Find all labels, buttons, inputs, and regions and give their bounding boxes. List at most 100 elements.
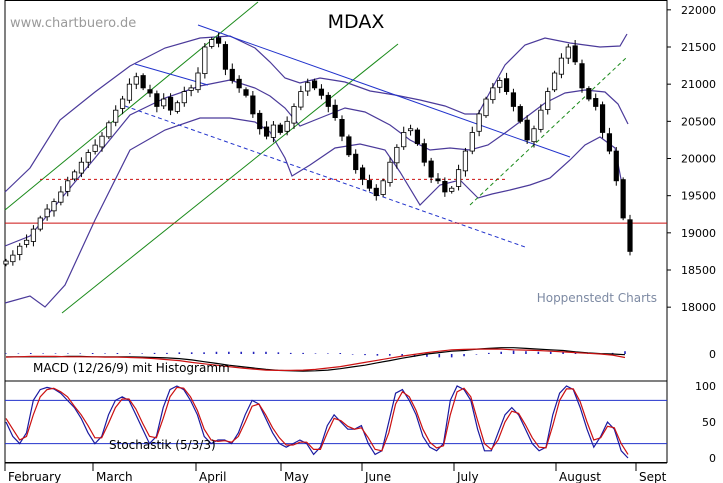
candle-body <box>359 167 366 180</box>
candle-body <box>17 245 23 255</box>
price-tick-label: 18000 <box>681 301 716 314</box>
candle-body <box>593 98 599 107</box>
candle-body <box>531 128 537 143</box>
candle-body <box>30 228 37 242</box>
month-label: August <box>559 470 601 483</box>
candle-body <box>188 87 194 91</box>
candle-body <box>140 75 146 89</box>
price-tick-label: 21000 <box>681 78 716 91</box>
stoch-d-line <box>5 386 629 455</box>
candle-body <box>263 126 270 137</box>
candle-body <box>497 80 503 88</box>
bollinger-bands <box>4 33 629 308</box>
candle-body <box>92 144 98 152</box>
candle-body <box>572 45 578 63</box>
candle-body <box>37 217 43 230</box>
candlesticks <box>3 32 633 267</box>
month-axis: February March April May June July August Sept <box>4 463 667 483</box>
price-y-axis: 18000 18500 19000 19500 20000 20500 21000 21500… <box>667 4 716 314</box>
candle-body <box>325 94 331 107</box>
candle-body <box>401 132 407 148</box>
macd-panel-title: MACD (12/26/9) mit Histogramm <box>33 361 230 375</box>
price-tick-label: 21500 <box>681 41 716 54</box>
candle-body <box>332 104 338 119</box>
watermark-text: www.chartbuero.de <box>10 16 136 31</box>
candle-body <box>627 219 633 252</box>
candle-body <box>270 124 277 138</box>
month-label: March <box>96 470 133 483</box>
macd-tick-label: 0 <box>709 348 716 361</box>
candle-body <box>551 72 558 91</box>
candle-body <box>613 150 619 182</box>
candle-body <box>58 191 64 203</box>
candle-body <box>99 135 105 148</box>
candle-body <box>455 169 462 187</box>
green-uptrend-upper <box>4 1 259 211</box>
candle-body <box>174 102 181 112</box>
candle-body <box>51 201 57 212</box>
month-label: Sept <box>639 470 667 483</box>
candle-body <box>538 109 544 130</box>
candle-body <box>579 63 585 89</box>
candle-body <box>298 91 304 108</box>
candle-body <box>181 91 187 104</box>
candle-body <box>483 98 489 117</box>
green-dashed-channel <box>469 56 628 206</box>
candle-body <box>10 254 16 263</box>
candle-body <box>510 92 517 107</box>
macd-panel: 0 <box>5 347 716 372</box>
candle-body <box>161 98 167 107</box>
candle-body <box>366 180 373 189</box>
candle-body <box>449 187 455 192</box>
candle-body <box>517 106 523 122</box>
candle-body <box>558 57 565 75</box>
candle-body <box>353 153 359 171</box>
price-tick-label: 22000 <box>681 4 716 17</box>
candle-body <box>380 180 386 195</box>
stoch-k-line <box>5 385 629 459</box>
credit-label: Hoppenstedt Charts <box>537 291 657 305</box>
candle-body <box>339 119 345 137</box>
candle-body <box>373 187 379 197</box>
stoch-tick-label: 50 <box>702 416 716 429</box>
bollinger-upper-line <box>4 33 628 193</box>
candle-body <box>113 109 119 123</box>
green-uptrend-lower <box>61 43 399 314</box>
candle-body <box>490 87 496 101</box>
month-label: April <box>199 470 226 483</box>
candle-body <box>442 180 448 193</box>
macd-signal-line <box>5 348 626 371</box>
candle-body <box>277 124 283 133</box>
price-panel-title: MDAX <box>328 11 385 33</box>
candle-body <box>346 136 352 156</box>
candle-body <box>284 120 290 132</box>
candle-body <box>195 72 201 91</box>
stoch-tick-label: 0 <box>709 452 716 465</box>
candle-body <box>106 122 112 138</box>
candle-body <box>318 88 325 96</box>
candle-body <box>407 128 414 132</box>
candle-body <box>133 76 139 85</box>
candle-body <box>250 95 256 115</box>
stoch-panel-title: Stochastik (5/3/3) <box>109 438 216 452</box>
outer-frame <box>4 0 668 463</box>
candle-body <box>620 179 626 219</box>
candle-body <box>209 39 215 47</box>
candle-body <box>126 83 133 101</box>
candle-body <box>469 132 475 152</box>
panel-frames <box>4 0 668 464</box>
bollinger-lower-line <box>4 117 626 308</box>
month-label: May <box>284 470 309 483</box>
candle-body <box>257 112 263 130</box>
candle-body <box>71 171 78 180</box>
candle-body <box>606 133 613 152</box>
price-tick-label: 18500 <box>681 264 716 277</box>
bollinger-middle-line <box>4 79 629 247</box>
candle-body <box>599 104 606 133</box>
candle-body <box>545 91 551 110</box>
candle-body <box>291 106 297 124</box>
watermark: www.chartbuero.de <box>10 16 136 31</box>
candle-body <box>215 37 222 44</box>
candle-body <box>311 80 318 89</box>
